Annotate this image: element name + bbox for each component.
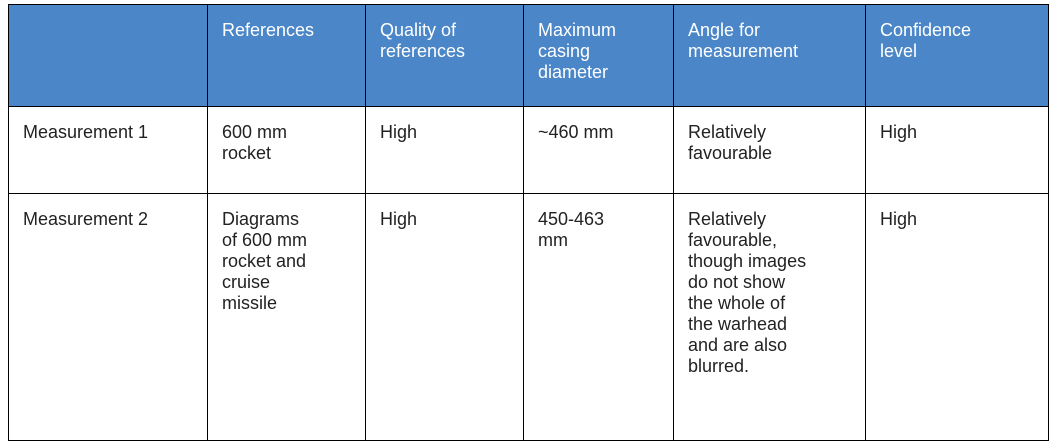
cell-text: rocket and [222, 251, 307, 271]
cell-text: References [222, 20, 315, 40]
cell-text: High [380, 122, 418, 142]
cell-text: Diagrams [222, 209, 300, 229]
cell-text: 600 mm [222, 122, 288, 142]
header-row: References Quality of references Maximum cas… [8, 4, 1049, 107]
cell-text: Quality of [380, 20, 457, 40]
cell-text: Confidence [880, 20, 972, 40]
table-cell: Diagrams of 600 mm rocket and cruise missile [207, 193, 366, 441]
table-cell: High [365, 193, 524, 441]
table-cell: 450-463 mm [523, 193, 674, 441]
cell-text: the warhead [688, 314, 788, 334]
cell-text: 450-463 [538, 209, 605, 229]
table-cell: High [365, 106, 524, 194]
cell-text: Measurement 2 [23, 209, 149, 229]
table-cell: High [865, 106, 1049, 194]
cell-text: measurement [688, 41, 799, 61]
table-row: Measurement 2 Diagrams of 600 mm rocket and… [8, 193, 1049, 441]
cell-text: diameter [538, 62, 609, 82]
cell-text: of 600 mm [222, 230, 308, 250]
cell-text: though images [688, 251, 807, 271]
cell-text: level [880, 41, 918, 61]
table-cell: Measurement 1 [8, 106, 208, 194]
header-cell: Quality of references [365, 4, 524, 107]
header-cell: Angle for measurement [673, 4, 866, 107]
cell-text: mm [538, 230, 568, 250]
cell-text: Relatively [688, 122, 767, 142]
cell-text: and are also [688, 335, 788, 355]
table-cell: Relatively favourable [673, 106, 866, 194]
header-cell: References [207, 4, 366, 107]
cell-text: High [380, 209, 418, 229]
cell-text: ~460 mm [538, 122, 614, 142]
cell-text: the whole of [688, 293, 786, 313]
table-row: Measurement 1 600 mm rocket High ~460 mm Rela… [8, 106, 1049, 194]
cell-text: missile [222, 293, 278, 313]
table-cell: 600 mm rocket [207, 106, 366, 194]
cell-text: rocket [222, 143, 272, 163]
header-cell [8, 4, 208, 107]
cell-text: High [880, 209, 918, 229]
cell-text: High [880, 122, 918, 142]
table-cell: ~460 mm [523, 106, 674, 194]
data-table: References Quality of references Maximum cas… [8, 4, 1049, 441]
cell-text: Angle for [688, 20, 761, 40]
cell-text: casing [538, 41, 591, 61]
table-cell: High [865, 193, 1049, 441]
cell-text: Measurement 1 [23, 122, 149, 142]
cell-text: favourable, [688, 230, 778, 250]
header-cell: Maximum casing diameter [523, 4, 674, 107]
cell-text: Relatively [688, 209, 767, 229]
cell-text: references [380, 41, 466, 61]
cell-text: favourable [688, 143, 773, 163]
cell-text: cruise [222, 272, 271, 292]
cell-text: blurred. [688, 356, 750, 376]
cell-text: do not show [688, 272, 786, 292]
header-cell: Confidence level [865, 4, 1049, 107]
table-cell: Relatively favourable, though images do not… [673, 193, 866, 441]
table-cell: Measurement 2 [8, 193, 208, 441]
table-body: Measurement 1 600 mm rocket High ~460 mm Rela… [8, 106, 1049, 441]
cell-text: Maximum [538, 20, 617, 40]
